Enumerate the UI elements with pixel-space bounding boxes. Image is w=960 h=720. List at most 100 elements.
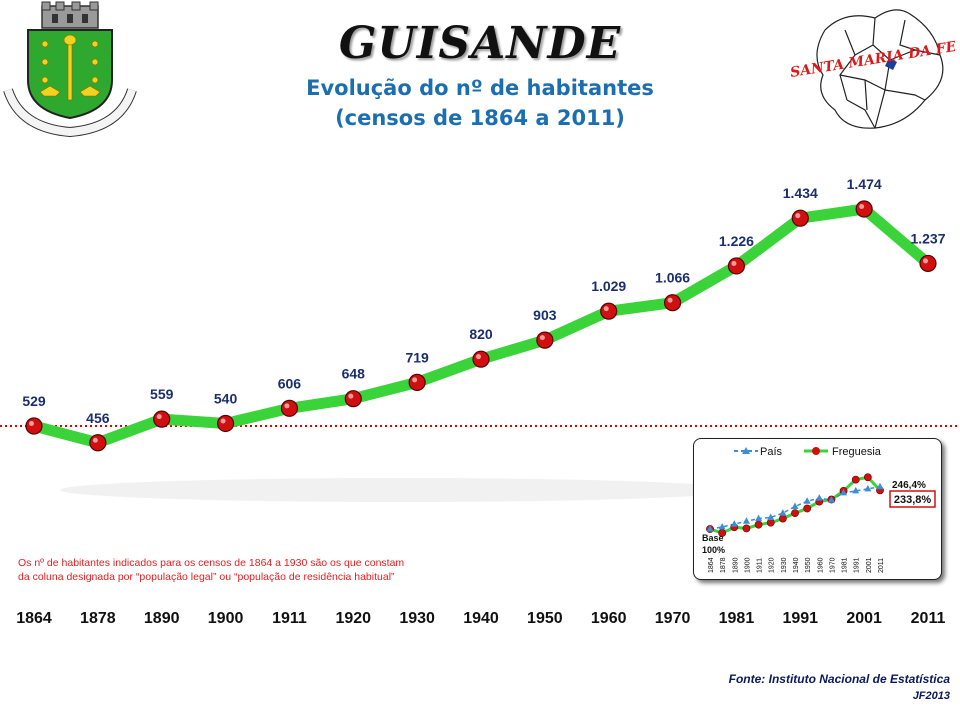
- inset-point-pais: [706, 525, 714, 532]
- inset-base-label: Base: [702, 533, 724, 543]
- inset-point-freguesia: [863, 473, 872, 482]
- inset-x-tick-label: 1970: [829, 557, 836, 573]
- inset-series-pais: [709, 485, 881, 530]
- x-tick-label: 1900: [208, 610, 244, 627]
- legend-freguesia-label: Freguesia: [832, 446, 882, 458]
- inset-point-freguesia: [766, 518, 775, 527]
- inset-x-tick-label: 1940: [793, 557, 800, 573]
- line-shadow: [60, 478, 740, 502]
- inset-point-pais: [718, 522, 726, 530]
- data-label: 559: [150, 386, 174, 402]
- data-point: [153, 410, 171, 428]
- inset-point-pais: [864, 484, 872, 492]
- inset-x-tick-label: 2011: [878, 558, 885, 573]
- crest-symbols-icon: [39, 34, 101, 101]
- crest-crown-icon: [41, 1, 99, 29]
- data-point: [855, 200, 873, 218]
- x-tick-label: 1960: [591, 610, 627, 627]
- inset-x-tick-label: 1930: [781, 557, 788, 573]
- inset-x-tick-label: 2001: [866, 557, 873, 573]
- data-label: 529: [22, 393, 46, 409]
- data-point: [216, 414, 235, 433]
- data-point-highlight: [859, 204, 865, 209]
- inset-x-tick-label: 1890: [732, 557, 739, 573]
- legend-pais-marker: [742, 447, 750, 454]
- data-point: [472, 350, 490, 368]
- coat-of-arms-crest: [3, 1, 137, 138]
- data-point-highlight: [412, 377, 418, 383]
- data-point: [280, 399, 299, 417]
- chart-subtitle-years: (censos de 1864 a 2011): [335, 106, 625, 130]
- data-label: 1.434: [783, 185, 818, 201]
- data-point-highlight: [92, 437, 98, 443]
- footnote-line-2: da coluna designada por “população legal…: [18, 571, 395, 583]
- x-tick-label: 1911: [272, 610, 307, 627]
- data-point: [344, 390, 362, 408]
- inset-point-pais: [803, 497, 811, 504]
- x-tick-label: 1864: [16, 610, 52, 627]
- data-point-highlight: [29, 421, 34, 426]
- inset-x-tick-label: 1960: [817, 557, 824, 573]
- inset-point-freguesia: [754, 520, 763, 529]
- data-point-highlight: [220, 418, 226, 424]
- data-point-highlight: [795, 213, 801, 219]
- data-label: 1.066: [655, 270, 690, 286]
- x-tick-label: 1950: [527, 610, 563, 627]
- data-label: 606: [278, 375, 302, 391]
- x-tick-label: 1890: [144, 610, 180, 627]
- x-tick-label: 1991: [782, 610, 818, 627]
- inset-pais-end-label: 246,4%: [892, 480, 926, 491]
- data-point: [919, 254, 937, 273]
- data-label: 719: [405, 349, 429, 365]
- legend-pais-label: País: [760, 446, 783, 458]
- inset-comparison-chart: País Freguesia Base 100% 246,4% 233,8% 1864 187…: [693, 438, 942, 580]
- data-label: 1.237: [910, 230, 945, 246]
- data-point: [89, 434, 107, 452]
- inset-point-freguesia: [803, 504, 812, 513]
- data-point: [663, 294, 682, 312]
- data-label: 1.474: [847, 176, 882, 192]
- inset-point-freguesia: [791, 509, 799, 518]
- data-point: [727, 257, 746, 275]
- footnote: Os nº de habitantes indicados para os ce…: [18, 556, 478, 584]
- data-label: 540: [214, 390, 238, 406]
- x-tick-label: 1970: [655, 610, 691, 627]
- x-tick-label: 1920: [335, 610, 371, 627]
- municipality-map: SANTA MARIA DA FEIRA: [789, 9, 955, 129]
- data-point-highlight: [923, 258, 928, 264]
- data-point-highlight: [603, 306, 609, 312]
- data-point-highlight: [476, 354, 481, 360]
- data-point: [791, 209, 809, 227]
- x-tick-label: 2001: [846, 610, 882, 627]
- x-tick-label: 1981: [719, 610, 755, 627]
- inset-x-tick-label: 1920: [769, 557, 776, 573]
- inset-x-tick-label: 1981: [842, 557, 849, 573]
- data-label: 903: [533, 307, 557, 323]
- data-point-highlight: [284, 403, 290, 409]
- map-guisande-marker-icon: [885, 58, 897, 70]
- data-point: [408, 373, 426, 391]
- data-label: 1.029: [591, 278, 626, 294]
- data-point: [600, 302, 618, 320]
- data-label: 820: [469, 326, 493, 342]
- data-point: [536, 331, 554, 349]
- inset-point-pais: [742, 517, 750, 524]
- x-tick-label: 1940: [463, 610, 499, 627]
- inset-point-pais: [852, 486, 860, 494]
- inset-point-pais: [767, 513, 775, 520]
- page-title: GUISANDE: [338, 18, 622, 69]
- data-point-highlight: [667, 297, 673, 303]
- inset-point-pais: [730, 520, 738, 527]
- x-tick-label: 2011: [911, 610, 946, 627]
- source-credit: Fonte: Instituto Nacional de Estatística: [728, 672, 950, 686]
- footnote-line-1: Os nº de habitantes indicados para os ce…: [18, 557, 405, 569]
- data-point-highlight: [348, 393, 354, 399]
- inset-point-pais: [815, 494, 823, 501]
- inset-point-pais: [755, 514, 763, 522]
- data-point-highlight: [731, 260, 737, 266]
- inset-point-pais: [791, 502, 799, 509]
- inset-point-pais: [827, 496, 835, 503]
- x-tick-label: 1930: [399, 610, 435, 627]
- chart-subtitle: Evolução do nº de habitantes: [306, 76, 654, 100]
